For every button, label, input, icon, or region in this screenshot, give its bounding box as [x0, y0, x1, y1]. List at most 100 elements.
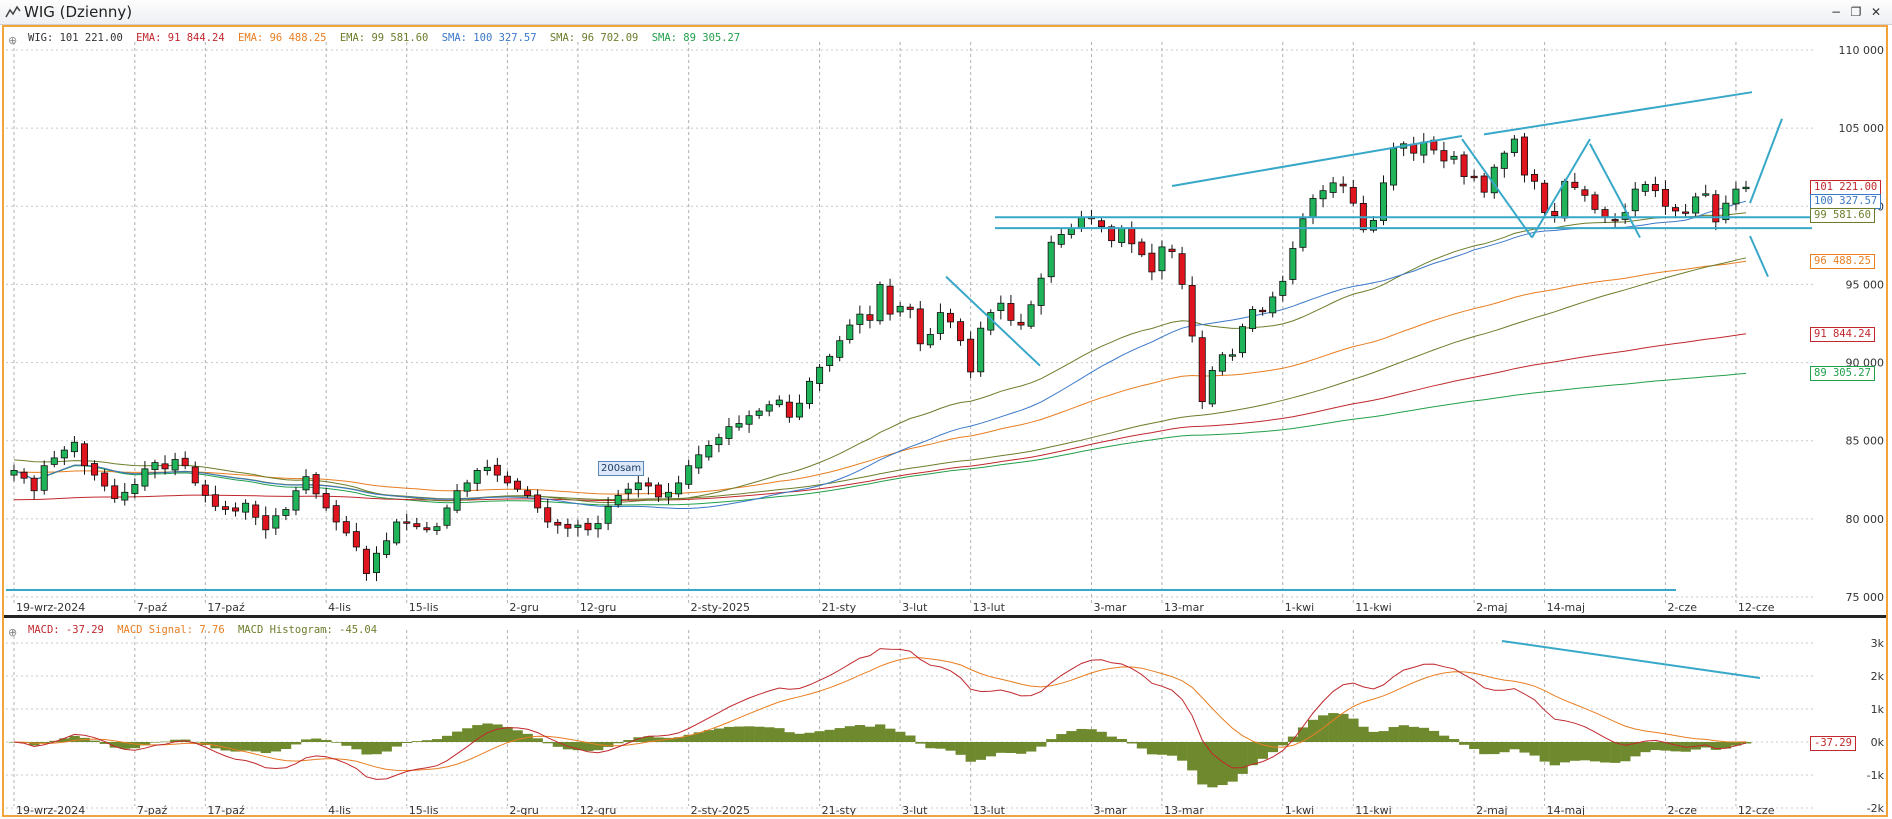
legend-macd: MACD: -37.29 — [28, 624, 104, 636]
candle-up — [926, 334, 934, 346]
candle-up — [574, 524, 582, 528]
date-label: 11-kwi — [1355, 601, 1391, 614]
candle-down — [1198, 337, 1206, 403]
candle-up — [1369, 219, 1377, 231]
macd-histogram-bar — [744, 726, 755, 742]
candle-down — [352, 531, 360, 548]
candle-down — [403, 521, 411, 524]
macd-histogram-bar — [250, 742, 261, 752]
candle-up — [70, 441, 78, 453]
candle-up — [463, 482, 471, 492]
macd-histogram-bar — [814, 731, 825, 742]
candle-up — [10, 470, 18, 476]
candle-up — [936, 312, 944, 334]
candle-down — [1672, 207, 1680, 212]
macd-histogram-bar — [1156, 742, 1168, 755]
candle-up — [242, 502, 250, 513]
macd-histogram-bar — [653, 737, 664, 742]
candle-down — [1138, 241, 1146, 256]
macd-histogram-bar — [230, 742, 241, 752]
candle-up — [483, 466, 491, 472]
candle-up — [292, 490, 300, 511]
title-bar[interactable]: WIG (Dzienny) − ❐ ✕ — [0, 0, 1892, 25]
candle-down — [332, 505, 340, 523]
macd-histogram-bar — [1026, 742, 1037, 752]
macd-histogram-bar — [1277, 742, 1289, 746]
price-tick-label: 75 000 — [1846, 591, 1885, 604]
minimize-button[interactable]: − — [1830, 5, 1842, 19]
macd-histogram-bar — [1388, 727, 1399, 742]
macd-histogram-bar — [1630, 742, 1641, 757]
macd-histogram-bar — [119, 742, 131, 749]
macd-histogram-bar — [723, 726, 735, 742]
price-tick-label: 95 000 — [1846, 278, 1885, 291]
date-label: 21-sty — [822, 804, 857, 817]
candle-up — [846, 324, 854, 341]
macd-histogram-bar — [270, 742, 282, 752]
candle-down — [312, 474, 320, 495]
macd-histogram-bar — [995, 742, 1007, 753]
macd-histogram-bar — [703, 730, 715, 742]
macd-histogram-bar — [1720, 742, 1732, 749]
candle-down — [111, 485, 119, 499]
date-label: 12-gru — [580, 804, 616, 817]
candle-up — [272, 515, 280, 529]
price-tick-label: 105 000 — [1839, 122, 1885, 135]
macd-histogram-bar — [431, 739, 443, 742]
macd-histogram-bar — [1438, 735, 1450, 742]
candle-down — [946, 312, 954, 323]
macd-histogram-bar — [29, 742, 40, 746]
date-label: 2-maj — [1476, 601, 1507, 614]
trendline — [1589, 143, 1641, 239]
macd-histogram-bar — [935, 742, 946, 749]
trendline — [1171, 134, 1463, 187]
candle-down — [967, 338, 975, 373]
price-axis-marker: 89 305.27 — [1810, 366, 1875, 382]
macd-tick-label: 2k — [1871, 670, 1885, 683]
date-label: 19-wrz-2024 — [16, 804, 85, 817]
date-label: 2-sty-2025 — [691, 804, 750, 817]
macd-histogram-bar — [1348, 718, 1359, 742]
panel-settings-icon: ⊕ — [8, 626, 17, 639]
macd-histogram-bar — [129, 742, 141, 749]
candle-down — [413, 523, 421, 528]
candle-up — [1289, 248, 1297, 280]
candle-down — [1470, 175, 1478, 179]
candle-up — [1047, 241, 1055, 278]
macd-line — [13, 648, 1747, 780]
candle-up — [806, 380, 814, 405]
macd-histogram-bar — [99, 742, 110, 744]
restore-button[interactable]: ❐ — [1850, 5, 1862, 19]
candle-up — [1510, 138, 1518, 153]
candle-up — [1269, 296, 1277, 314]
panel-settings-icon: ⊕ — [8, 34, 17, 47]
candle-down — [1148, 252, 1156, 273]
candle-up — [453, 490, 461, 511]
candle-up — [977, 327, 985, 373]
macd-histogram-bar — [1056, 734, 1067, 742]
macd-histogram-bar — [1740, 742, 1752, 744]
price-axis-marker: 99 581.60 — [1810, 208, 1875, 223]
candle-down — [1591, 194, 1599, 210]
macd-histogram-bar — [1247, 742, 1258, 766]
macd-histogram-bar — [562, 742, 574, 750]
candle-up — [765, 404, 773, 412]
macd-histogram-bar — [472, 725, 483, 742]
macd-histogram-bar — [522, 733, 533, 742]
macd-histogram-bar — [925, 742, 936, 749]
macd-histogram-bar — [361, 742, 372, 755]
candle-up — [795, 402, 803, 418]
candle-down — [1098, 220, 1106, 228]
date-label: 19-wrz-2024 — [16, 601, 85, 614]
close-button[interactable]: ✕ — [1870, 5, 1882, 19]
macd-histogram-bar — [1559, 742, 1571, 763]
macd-histogram-bar — [874, 724, 886, 742]
price-legend: WIG: 101 221.00 EMA: 91 844.24 EMA: 96 4… — [28, 32, 747, 44]
date-label: 1-kwi — [1285, 804, 1314, 817]
candle-up — [816, 366, 824, 384]
macd-histogram-bar — [774, 728, 785, 742]
macd-histogram-bar — [1620, 742, 1631, 762]
macd-histogram-bar — [754, 726, 765, 742]
